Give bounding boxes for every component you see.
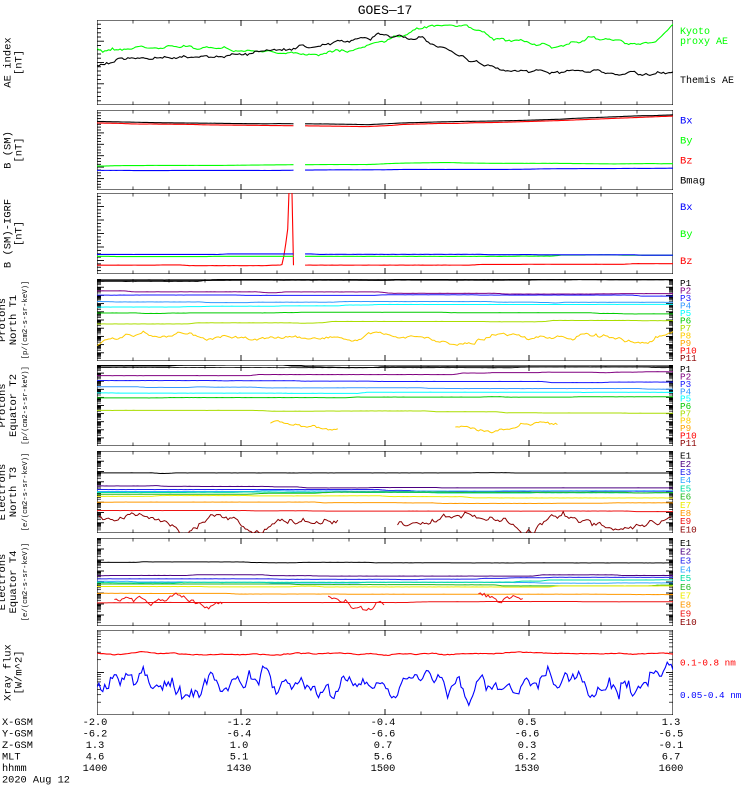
svg-text:X-GSM: X-GSM <box>2 717 33 729</box>
svg-text:Bmag: Bmag <box>680 176 705 188</box>
svg-text:0.3: 0.3 <box>518 740 537 752</box>
svg-text:-6.6: -6.6 <box>371 729 396 741</box>
svg-text:-6.5: -6.5 <box>659 729 684 741</box>
svg-text:0.05-0.4 nm: 0.05-0.4 nm <box>680 690 742 701</box>
svg-text:Bz: Bz <box>680 256 693 268</box>
svg-text:1530: 1530 <box>515 763 540 775</box>
svg-text:6.2: 6.2 <box>518 752 537 764</box>
svg-text:5.6: 5.6 <box>374 752 393 764</box>
svg-text:-6.6: -6.6 <box>515 729 540 741</box>
svg-text:Equator T4: Equator T4 <box>8 550 20 613</box>
svg-text:Bx: Bx <box>680 116 693 128</box>
svg-text:[e/(cm2-s-sr-keV)]: [e/(cm2-s-sr-keV)] <box>22 453 30 532</box>
svg-text:-6.4: -6.4 <box>227 729 252 741</box>
svg-text:5.1: 5.1 <box>230 752 249 764</box>
svg-text:1.0: 1.0 <box>230 740 249 752</box>
svg-text:MLT: MLT <box>2 752 21 764</box>
svg-text:1600: 1600 <box>659 763 684 775</box>
svg-text:E10: E10 <box>680 524 697 535</box>
svg-text:P11: P11 <box>680 438 697 449</box>
svg-text:-0.1: -0.1 <box>659 740 684 752</box>
svg-text:1400: 1400 <box>83 763 108 775</box>
svg-text:Bz: Bz <box>680 156 693 168</box>
svg-text:GOES—17: GOES—17 <box>358 3 413 18</box>
svg-text:[W/m^2]: [W/m^2] <box>14 650 26 694</box>
svg-text:Equator T2: Equator T2 <box>8 374 20 437</box>
svg-text:1.3: 1.3 <box>86 740 105 752</box>
svg-text:1500: 1500 <box>371 763 396 775</box>
svg-text:North T1: North T1 <box>8 295 20 345</box>
svg-text:[nT]: [nT] <box>14 50 26 75</box>
svg-text:P11: P11 <box>680 353 697 364</box>
svg-text:proxy AE: proxy AE <box>680 37 728 48</box>
svg-text:[e/(cm2-s-sr-keV)]: [e/(cm2-s-sr-keV)] <box>22 543 30 622</box>
svg-text:North T3: North T3 <box>8 467 20 517</box>
svg-text:0.7: 0.7 <box>374 740 393 752</box>
svg-text:-2.0: -2.0 <box>83 717 108 729</box>
svg-text:1430: 1430 <box>227 763 252 775</box>
svg-text:[p/(cm2-s-sr-keV)]: [p/(cm2-s-sr-keV)] <box>22 366 30 445</box>
svg-text:2020 Aug 12: 2020 Aug 12 <box>2 775 70 787</box>
svg-text:Z-GSM: Z-GSM <box>2 740 33 752</box>
svg-text:0.5: 0.5 <box>518 717 537 729</box>
svg-text:4.6: 4.6 <box>86 752 105 764</box>
svg-text:-0.4: -0.4 <box>371 717 396 729</box>
svg-text:6.7: 6.7 <box>662 752 681 764</box>
svg-text:-6.2: -6.2 <box>83 729 108 741</box>
svg-text:[p/(cm2-s-sr-keV)]: [p/(cm2-s-sr-keV)] <box>22 281 30 360</box>
svg-text:E10: E10 <box>680 617 697 628</box>
svg-text:0.1-0.8 nm: 0.1-0.8 nm <box>680 658 736 669</box>
svg-text:[nT]: [nT] <box>14 137 26 162</box>
svg-text:[nT]: [nT] <box>14 221 26 246</box>
svg-text:hhmm: hhmm <box>2 763 27 775</box>
svg-text:By: By <box>680 229 693 241</box>
svg-text:By: By <box>680 136 693 148</box>
svg-text:Y-GSM: Y-GSM <box>2 729 33 741</box>
svg-text:Bx: Bx <box>680 202 693 214</box>
svg-text:Themis AE: Themis AE <box>680 75 734 87</box>
svg-text:-1.2: -1.2 <box>227 717 252 729</box>
svg-text:1.3: 1.3 <box>662 717 681 729</box>
